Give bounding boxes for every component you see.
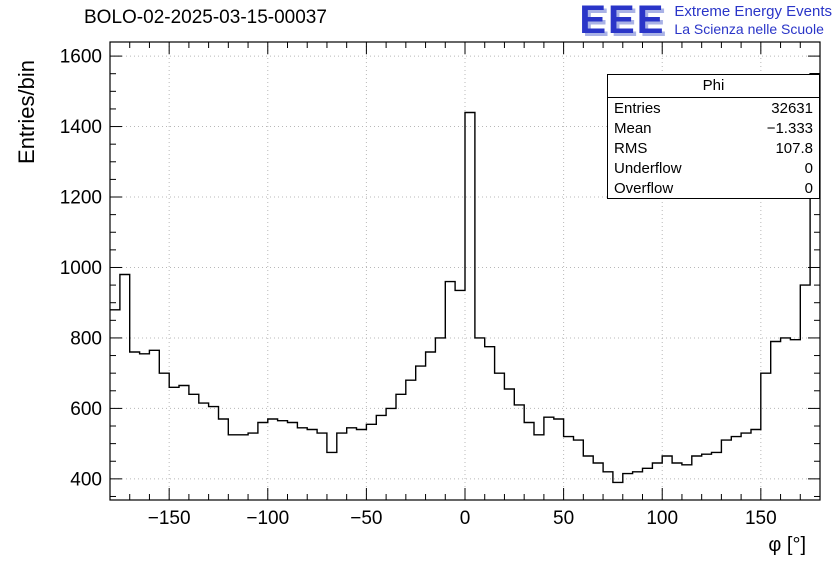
eee-logo-acronym: EEE [579, 0, 666, 42]
x-tick-label: 0 [460, 508, 471, 529]
stats-value: 0 [804, 179, 813, 197]
stats-row-entries: Entries 32631 [608, 98, 819, 118]
x-tick-label: 150 [745, 508, 777, 529]
x-tick-label: −150 [148, 508, 191, 529]
stats-row-rms: RMS 107.8 [608, 138, 819, 158]
stats-row-overflow: Overflow 0 [608, 178, 819, 198]
stats-label: Overflow [614, 179, 674, 197]
eee-logo-line2: La Scienza nelle Scuole [674, 21, 824, 37]
y-axis-label: Entries/bin [14, 60, 39, 164]
y-tick-label: 600 [70, 399, 102, 420]
eee-logo-text: Extreme Energy Events La Scienza nelle S… [674, 1, 832, 37]
stats-label: Underflow [614, 159, 682, 177]
x-tick-label: 100 [646, 508, 678, 529]
stats-label: RMS [614, 139, 648, 157]
x-axis-label: φ [°] [768, 534, 806, 556]
eee-logo-line1: Extreme Energy Events [674, 3, 832, 20]
stats-box: Phi Entries 32631 Mean −1.333 RMS 107.8 … [607, 74, 820, 199]
y-tick-label: 400 [70, 469, 102, 490]
x-tick-label: −50 [350, 508, 382, 529]
y-tick-label: 800 [70, 328, 102, 349]
stats-value: 0 [804, 159, 813, 177]
x-tick-label: 50 [553, 508, 574, 529]
stats-label: Entries [614, 99, 661, 117]
stats-value: 107.8 [775, 139, 813, 157]
eee-logo: EEE Extreme Energy Events La Scienza nel… [579, 0, 832, 42]
stats-label: Mean [614, 119, 652, 137]
stats-row-mean: Mean −1.333 [608, 118, 819, 138]
y-tick-label: 1600 [60, 47, 102, 68]
stats-value: 32631 [771, 99, 813, 117]
plot-title: BOLO-02-2025-03-15-00037 [84, 7, 327, 28]
stats-value: −1.333 [766, 119, 813, 137]
stats-box-title: Phi [608, 75, 819, 98]
y-tick-label: 1000 [60, 258, 102, 279]
y-tick-label: 1400 [60, 117, 102, 138]
y-tick-label: 1200 [60, 188, 102, 209]
x-tick-label: −100 [246, 508, 289, 529]
stats-row-underflow: Underflow 0 [608, 158, 819, 178]
histogram-step-line [110, 73, 820, 484]
